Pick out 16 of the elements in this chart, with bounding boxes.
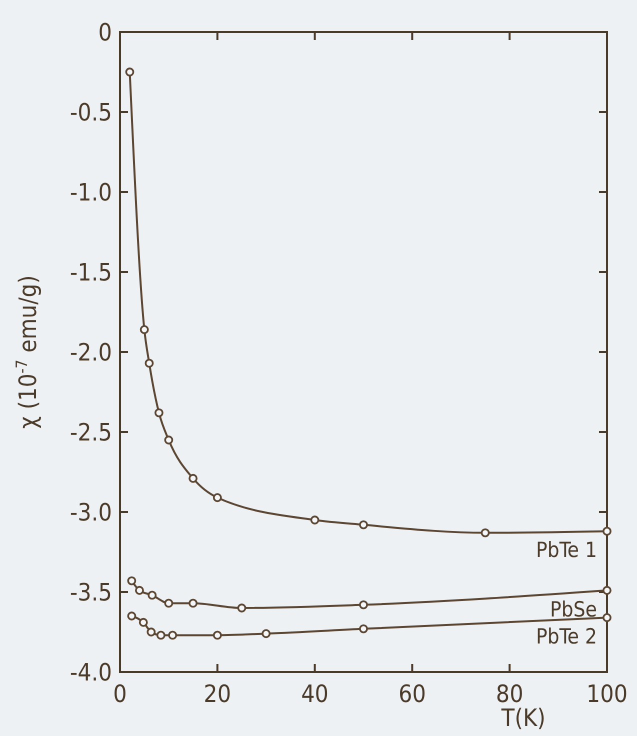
x-tick-label: 40 — [301, 680, 329, 708]
series-label: PbTe 1 — [536, 538, 597, 562]
y-tick-label: -1.0 — [70, 178, 112, 206]
legend-label: PbSe — [550, 597, 597, 622]
y-tick-label: -0.5 — [70, 98, 112, 126]
y-tick-label: -3.5 — [70, 578, 112, 606]
y-tick-label: -2.0 — [70, 338, 112, 366]
y-tick-label: -2.5 — [70, 418, 112, 446]
x-tick-label: 100 — [586, 680, 628, 708]
y-tick-label: -1.5 — [70, 258, 112, 286]
y-tick-label: -3.0 — [70, 498, 112, 526]
y-tick-label: -4.0 — [70, 658, 112, 686]
y-tick-label: 0 — [98, 18, 112, 46]
x-tick-label: 60 — [398, 680, 426, 708]
x-tick-label: 20 — [204, 680, 232, 708]
series-label: PbTe 2 — [536, 624, 597, 649]
